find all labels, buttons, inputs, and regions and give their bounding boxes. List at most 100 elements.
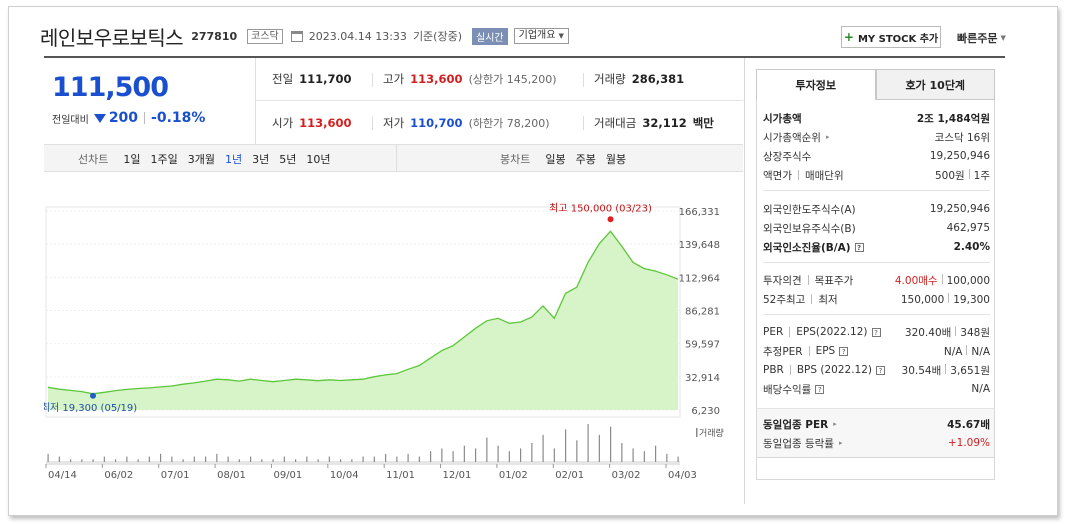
line-chart-label: 선차트	[78, 152, 109, 166]
x-tick-label: 06/02	[104, 470, 133, 481]
volume-bar	[677, 456, 679, 462]
market-cap-value: 2조 1,484억원	[916, 112, 990, 125]
realtime-badge[interactable]: 실시간	[472, 27, 508, 45]
corp-overview-dropdown[interactable]: 기업개요 ▼	[513, 28, 569, 44]
tab-period-1[interactable]: 1주일	[150, 152, 178, 166]
x-tick-label: 04/14	[48, 470, 77, 481]
volume-legend-mark	[696, 428, 698, 437]
volume-bar	[115, 459, 117, 462]
stock-name: 레인보우로보틱스	[40, 25, 184, 50]
tab-period-3[interactable]: 1년	[225, 152, 243, 166]
x-tick-label: 04/03	[668, 470, 697, 481]
help-icon[interactable]: ?	[876, 365, 885, 375]
plus-icon: +	[843, 30, 854, 44]
row-market-cap-rank[interactable]: 시가총액순위 ▸ 코스닥 16위	[763, 128, 990, 146]
stock-code: 277810	[191, 29, 238, 43]
tab-period-5[interactable]: 5년	[279, 152, 297, 166]
separator	[968, 168, 970, 179]
upper-limit: (상한가 145,200)	[468, 73, 557, 86]
help-icon[interactable]: ?	[854, 242, 864, 252]
down-triangle-icon	[93, 113, 106, 123]
trade-amount: 거래대금 32,112 백만	[594, 115, 714, 131]
volume-bar	[553, 448, 555, 462]
mystock-add-button[interactable]: + MY STOCK 추가	[841, 26, 941, 48]
price-chart[interactable]: 166,331 139,648 112,964 86,281 59,597 32,914 6…	[41, 172, 743, 502]
low-marker	[90, 392, 96, 399]
volume-bar	[542, 434, 544, 462]
corp-overview-label: 기업개요	[518, 30, 556, 41]
divider	[763, 262, 990, 263]
row-industry-per[interactable]: 동일업종 PER ▸ 45.67배	[763, 415, 990, 433]
quick-order-button[interactable]: 빠른주문 ▼	[957, 30, 1006, 46]
y-tick-label: 86,281	[685, 307, 720, 318]
low-value: 110,700	[410, 115, 463, 130]
volume-bar	[171, 456, 173, 462]
line-chart-tabs: 선차트 1일 1주일 3개월 1년 3년 5년 10년	[78, 145, 336, 172]
volume-bar	[340, 459, 342, 462]
est-eps-label: EPS	[815, 345, 836, 357]
tab-quote-10[interactable]: 호가 10단계	[875, 69, 995, 100]
volume-bar	[317, 459, 319, 462]
dividend-label: 배당수익률	[763, 383, 812, 396]
eps-label: EPS(2022.12)	[796, 326, 868, 338]
row-foreign-ratio: 외국인소진율(B/A)? 2.40%	[763, 238, 990, 256]
separator	[583, 116, 584, 130]
tab-period-2[interactable]: 3개월	[187, 152, 215, 166]
tab-period-6[interactable]: 10년	[306, 152, 331, 166]
tab-period-0[interactable]: 1일	[123, 152, 141, 166]
change-value: 200	[108, 110, 139, 126]
volume-bar	[283, 456, 285, 462]
price-chart-svg[interactable]: 166,331 139,648 112,964 86,281 59,597 32,914 6…	[41, 172, 743, 502]
row-foreign-limit: 외국인한도주식수(A) 19,250,946	[763, 200, 990, 218]
volume-bar	[508, 451, 510, 462]
row-pbr: PBR BPS (2022.12)? 30.54배 3,651원	[763, 361, 990, 379]
row-industry-rate[interactable]: 동일업종 등락률 ▸ +1.09%	[763, 434, 990, 452]
tab-period-4[interactable]: 3년	[252, 152, 270, 166]
high-marker	[607, 216, 614, 223]
est-eps-value: N/A	[971, 345, 990, 358]
change-row: 전일대비 200 -0.18%	[52, 110, 205, 126]
y-tick-label: 112,964	[679, 273, 720, 284]
row-est-per: 추정PER EPS? N/A N/A	[763, 342, 990, 360]
volume-bar	[250, 456, 252, 462]
candle-chart-label: 봉차트	[500, 152, 531, 166]
day-open: 시가 113,600	[272, 115, 352, 131]
tab-candle-0[interactable]: 일봉	[545, 152, 566, 166]
volume-bar	[261, 459, 263, 462]
w52-high-label: 52주최고	[763, 293, 806, 306]
tab-invest-info[interactable]: 투자정보	[756, 69, 876, 100]
row-opinion: 투자의견 목표주가 4.00매수 100,000	[763, 271, 990, 289]
tab-candle-2[interactable]: 월봉	[605, 152, 627, 166]
eps-value: 348원	[960, 326, 990, 339]
side-tabs: 투자정보 호가 10단계	[756, 69, 995, 100]
help-icon[interactable]: ?	[839, 346, 849, 356]
y-tick-label: 139,648	[679, 240, 720, 251]
volume-bar	[328, 456, 330, 462]
open-value: 113,600	[299, 115, 352, 130]
volume-bar	[137, 459, 139, 462]
quick-order-label: 빠른주문	[957, 32, 998, 45]
high-label: 고가	[383, 72, 405, 86]
volume: 거래량 286,381	[594, 71, 684, 87]
volume-bar	[430, 451, 432, 462]
change-percent: -0.18%	[151, 110, 206, 126]
w52-low-value: 19,300	[953, 293, 990, 306]
volume-bar	[407, 453, 409, 462]
volume-bar	[272, 459, 274, 462]
w52-low-label: 최저	[818, 293, 838, 306]
divider	[763, 190, 990, 191]
tab-candle-1[interactable]: 주봉	[575, 152, 596, 166]
quote-summary: 전일 111,700 고가 113,600 (상한가 145,200) 거래량 …	[256, 58, 743, 144]
foreign-hold-label: 외국인보유주식수(B)	[763, 222, 856, 235]
volume-label: 거래량	[594, 72, 626, 86]
separator	[941, 273, 943, 284]
summary-row-1: 전일 111,700 고가 113,600 (상한가 145,200) 거래량 …	[256, 58, 743, 101]
face-value: 500원	[934, 169, 965, 182]
volume-bar	[227, 456, 229, 462]
volume-bar	[182, 459, 184, 462]
separator	[945, 363, 947, 374]
help-icon[interactable]: ?	[871, 327, 881, 337]
volume-bar	[610, 426, 612, 462]
help-icon[interactable]: ?	[815, 384, 825, 394]
volume-bar	[126, 456, 128, 462]
